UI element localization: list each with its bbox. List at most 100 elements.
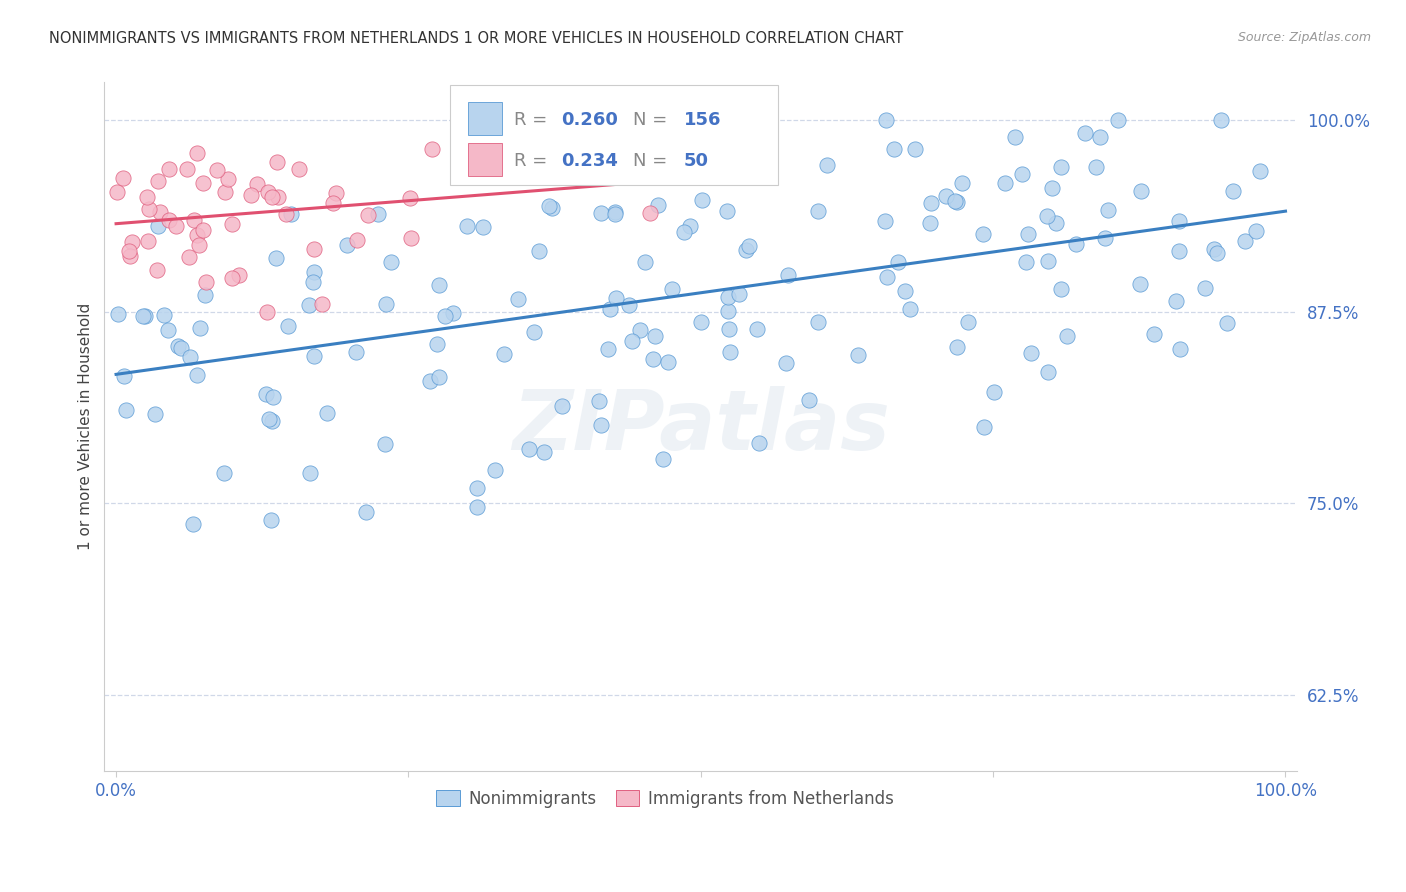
Point (181, 516, 204, 531)
Point (170, 341, 193, 355)
Point (1084, 160, 1107, 174)
Point (1222, 184, 1244, 198)
Point (1066, 237, 1088, 252)
FancyBboxPatch shape (468, 144, 502, 177)
Point (152, 309, 174, 323)
Point (374, 437, 396, 451)
Point (1017, 227, 1039, 241)
Point (176, 161, 198, 176)
Point (288, 162, 311, 177)
Point (277, 319, 299, 334)
Point (883, 142, 905, 156)
Point (427, 278, 450, 293)
Point (716, 203, 738, 218)
Point (194, 288, 217, 302)
Point (212, 466, 235, 480)
Point (456, 219, 478, 233)
Point (357, 208, 380, 222)
Point (747, 321, 769, 335)
Point (302, 350, 325, 364)
Point (259, 412, 281, 426)
Point (647, 198, 669, 212)
Point (1040, 181, 1063, 195)
Point (105, 185, 128, 199)
Point (591, 206, 613, 220)
Point (501, 153, 523, 167)
Point (652, 451, 675, 466)
Point (117, 244, 139, 259)
Point (434, 310, 457, 324)
Point (904, 142, 927, 156)
Point (374, 297, 396, 311)
Point (1036, 254, 1059, 268)
Point (157, 161, 180, 176)
Point (266, 154, 288, 169)
Text: 50: 50 (685, 153, 709, 170)
Point (419, 374, 441, 388)
Point (673, 226, 696, 240)
Point (1143, 326, 1166, 341)
Point (1130, 184, 1153, 198)
Point (262, 390, 284, 404)
Point (527, 244, 550, 259)
Point (399, 191, 422, 205)
Point (484, 463, 506, 477)
Point (1194, 281, 1216, 295)
Text: 0.260: 0.260 (561, 111, 619, 128)
Point (1233, 234, 1256, 248)
Text: 0.234: 0.234 (561, 153, 619, 170)
Point (946, 194, 969, 209)
Point (1045, 216, 1067, 230)
Point (1011, 167, 1033, 181)
Text: NONIMMIGRANTS VS IMMIGRANTS FROM NETHERLANDS 1 OR MORE VEHICLES IN HOUSEHOLD COR: NONIMMIGRANTS VS IMMIGRANTS FROM NETHERL… (49, 31, 904, 46)
Point (420, 142, 443, 156)
Point (1164, 294, 1187, 309)
Point (298, 298, 321, 312)
Point (591, 418, 613, 433)
Point (121, 235, 143, 249)
Point (506, 292, 529, 306)
Point (114, 403, 136, 417)
Point (280, 207, 302, 221)
Point (195, 275, 218, 289)
Point (260, 513, 283, 527)
Point (217, 171, 239, 186)
Point (806, 203, 828, 218)
Text: R =: R = (513, 153, 553, 170)
Point (1129, 277, 1152, 291)
Point (1216, 316, 1239, 330)
Point (634, 254, 657, 268)
Point (304, 265, 326, 279)
Point (887, 254, 910, 268)
Point (167, 339, 190, 353)
Point (465, 500, 488, 514)
Point (661, 282, 683, 296)
Y-axis label: 1 or more Vehicles in Household: 1 or more Vehicles in Household (79, 303, 93, 550)
Point (1004, 129, 1026, 144)
Point (540, 201, 562, 215)
Point (1088, 129, 1111, 144)
Point (1211, 113, 1233, 128)
Point (605, 291, 627, 305)
Point (1049, 282, 1071, 296)
Point (132, 309, 155, 323)
Point (187, 237, 209, 252)
Point (1015, 255, 1038, 269)
Point (257, 186, 280, 200)
Point (1094, 230, 1116, 244)
Point (344, 344, 367, 359)
Point (118, 249, 141, 263)
Point (657, 355, 679, 369)
Point (1107, 113, 1129, 128)
Point (1049, 160, 1071, 174)
Point (186, 145, 208, 160)
Point (728, 286, 751, 301)
Point (718, 344, 741, 359)
Point (302, 275, 325, 289)
Point (588, 393, 610, 408)
Point (346, 233, 368, 247)
Point (1036, 209, 1059, 223)
Point (640, 206, 662, 220)
Point (262, 189, 284, 203)
Point (221, 217, 243, 231)
